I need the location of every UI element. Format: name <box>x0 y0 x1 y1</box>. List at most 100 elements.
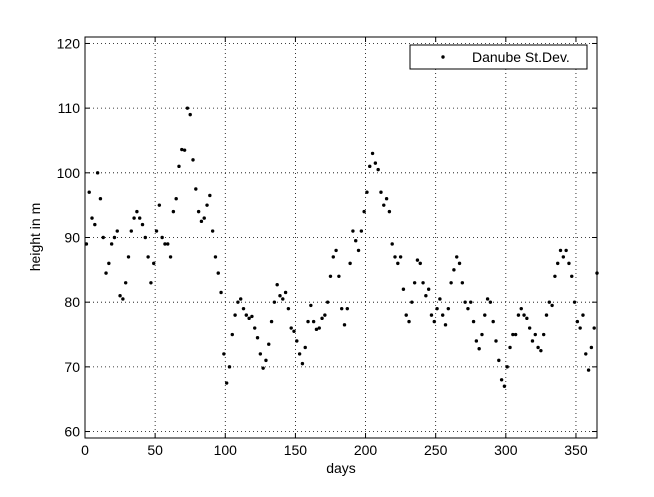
point <box>370 151 375 156</box>
point <box>480 332 484 337</box>
x-tick-label: 350 <box>564 442 588 458</box>
point <box>393 255 397 259</box>
point <box>550 303 554 308</box>
point <box>570 274 574 279</box>
point <box>466 306 470 311</box>
point <box>567 261 571 266</box>
point <box>129 229 133 233</box>
point <box>373 161 378 165</box>
y-axis-label: height in m <box>27 203 43 271</box>
point <box>471 319 476 324</box>
point <box>194 187 198 191</box>
point <box>152 261 156 266</box>
point <box>233 313 237 317</box>
point <box>477 347 481 351</box>
point <box>415 258 420 262</box>
point <box>527 326 532 330</box>
legend-label: Danube St.Dev. <box>472 49 570 65</box>
point <box>149 281 153 285</box>
point <box>202 216 206 220</box>
point <box>87 190 91 194</box>
point <box>581 313 585 317</box>
point <box>163 242 167 246</box>
point <box>182 148 187 152</box>
point <box>213 255 218 259</box>
point <box>502 384 507 388</box>
point <box>398 255 403 259</box>
point <box>463 300 467 304</box>
point <box>586 368 591 372</box>
point <box>224 381 229 385</box>
point <box>578 326 582 330</box>
point <box>522 313 526 317</box>
point <box>104 271 108 275</box>
plot-frame <box>84 36 598 439</box>
point <box>166 242 170 246</box>
point <box>222 352 226 356</box>
point <box>368 164 372 169</box>
point <box>418 261 422 266</box>
point <box>258 352 263 356</box>
point <box>572 300 577 304</box>
point <box>283 290 288 295</box>
point <box>292 329 296 333</box>
point <box>379 190 383 194</box>
point <box>359 229 364 233</box>
point <box>160 235 164 240</box>
point <box>376 167 380 172</box>
point <box>278 294 282 298</box>
y-tick-label: 60 <box>64 424 80 440</box>
point <box>230 332 234 337</box>
point <box>177 164 181 169</box>
point <box>107 261 111 266</box>
point <box>118 294 122 298</box>
point <box>219 290 223 295</box>
legend-marker <box>441 55 445 59</box>
point <box>438 297 442 301</box>
x-tick-label: 0 <box>81 442 89 458</box>
point <box>595 271 599 275</box>
point <box>323 313 327 317</box>
point <box>401 287 406 291</box>
point <box>289 326 293 330</box>
x-tick-label: 300 <box>494 442 518 458</box>
point <box>460 281 465 285</box>
point <box>457 261 462 266</box>
point <box>474 339 479 343</box>
point <box>264 358 268 363</box>
point <box>455 255 459 259</box>
point <box>112 235 117 240</box>
point <box>561 255 566 259</box>
point <box>449 281 453 285</box>
y-tick-label: 80 <box>64 294 80 310</box>
point <box>297 352 302 356</box>
point <box>348 261 352 266</box>
point <box>547 300 552 304</box>
point <box>345 306 350 311</box>
point <box>469 300 473 304</box>
point <box>135 209 139 214</box>
point <box>426 287 431 291</box>
point <box>241 306 246 311</box>
point <box>286 306 291 311</box>
point <box>499 378 504 382</box>
point <box>303 345 307 350</box>
point <box>295 339 299 343</box>
point <box>244 313 249 317</box>
x-tick-label: 250 <box>424 442 448 458</box>
point <box>247 316 251 321</box>
point <box>516 313 521 317</box>
point <box>300 361 305 366</box>
point <box>210 229 215 233</box>
point <box>485 297 490 301</box>
point <box>269 319 274 324</box>
point <box>171 209 176 214</box>
y-tick-label: 120 <box>57 35 81 51</box>
y-tick-label: 70 <box>64 359 80 375</box>
y-tick-label: 100 <box>57 165 81 181</box>
point <box>191 158 195 162</box>
point <box>575 319 580 324</box>
point <box>533 332 537 337</box>
point <box>356 248 361 253</box>
